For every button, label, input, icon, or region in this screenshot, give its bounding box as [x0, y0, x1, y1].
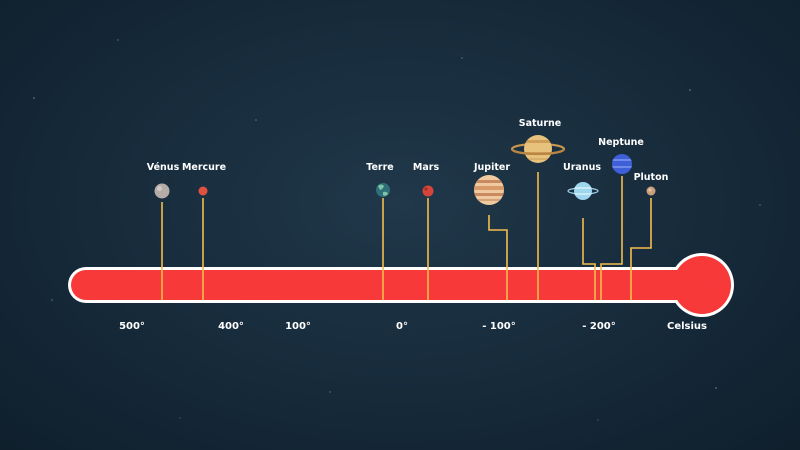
leader-line-jupiter	[488, 215, 508, 300]
planet-mercure	[198, 186, 208, 196]
saturne-ring-front	[510, 148, 566, 156]
planet-pluton	[646, 186, 656, 196]
mars-icon	[422, 185, 434, 197]
thermometer-tube	[71, 270, 707, 300]
venus-icon	[154, 183, 170, 199]
pluton-highlight	[648, 188, 652, 192]
planet-uranus	[567, 182, 599, 200]
planet-jupiter	[474, 175, 504, 205]
label-mercure: Mercure	[182, 162, 226, 173]
tick-label-500: 500°	[119, 321, 145, 332]
planet-saturne	[510, 135, 566, 163]
jupiter-icon	[474, 175, 504, 205]
temperature-scale: 500° 400° 100° 0° - 100° - 200° Celsius	[119, 321, 707, 332]
starfield	[33, 39, 761, 421]
thermometer	[68, 253, 734, 317]
saturne-icon	[524, 135, 552, 163]
unit-label: Celsius	[667, 321, 707, 332]
planet-venus	[154, 183, 170, 199]
tick-label-400: 400°	[218, 321, 244, 332]
label-neptune: Neptune	[598, 137, 644, 148]
tick-label-100: 100°	[285, 321, 311, 332]
label-uranus: Uranus	[563, 162, 601, 173]
neptune-icon	[612, 154, 632, 174]
leader-line-uranus	[582, 218, 596, 300]
planet-terre	[376, 183, 390, 197]
leader-lines	[161, 172, 652, 300]
label-pluton: Pluton	[634, 172, 669, 183]
tick-label-minus-200: - 200°	[582, 321, 616, 332]
uranus-icon	[574, 182, 592, 200]
planet-neptune	[612, 154, 632, 174]
terre-continents	[378, 184, 388, 196]
label-venus: Vénus	[147, 162, 180, 173]
leader-line-pluton	[630, 198, 652, 300]
label-mars: Mars	[413, 162, 440, 173]
tick-label-minus-100: - 100°	[482, 321, 516, 332]
mercure-icon	[198, 186, 208, 196]
mars-spot	[424, 187, 428, 191]
tick-label-0: 0°	[396, 321, 408, 332]
planet-labels: Vénus Mercure Terre Mars Jupiter Saturne…	[147, 118, 669, 183]
planet-mars	[422, 185, 434, 197]
label-jupiter: Jupiter	[473, 162, 510, 173]
venus-highlight	[157, 186, 162, 191]
label-terre: Terre	[366, 162, 393, 173]
leader-line-neptune	[600, 176, 623, 300]
label-saturne: Saturne	[519, 118, 561, 129]
